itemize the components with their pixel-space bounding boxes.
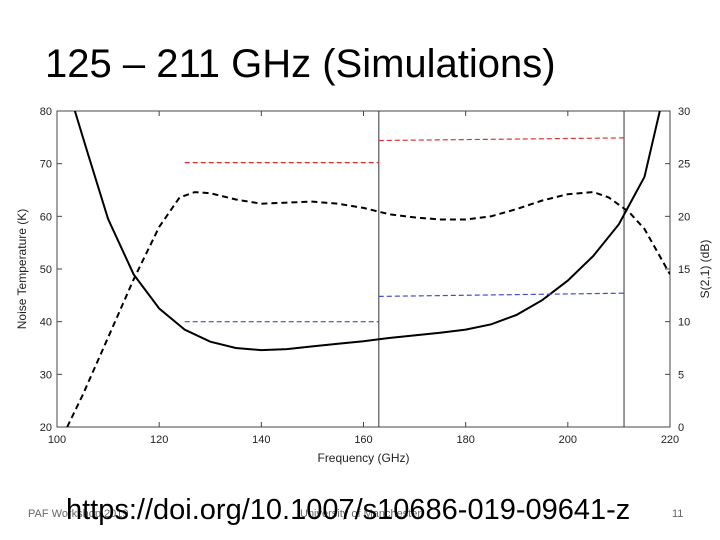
y-left-tick-label: 30	[40, 369, 52, 381]
y-left-tick-label: 50	[40, 264, 52, 276]
x-tick-label: 180	[456, 434, 474, 446]
x-tick-label: 100	[48, 434, 66, 446]
y-right-tick-label: 30	[678, 106, 690, 118]
slide-title: 125 – 211 GHz (Simulations)	[45, 42, 556, 86]
y-right-tick-label: 10	[678, 317, 690, 329]
y-left-axis-title: Noise Temperature (K)	[15, 209, 29, 330]
blue-dashed-line	[378, 292, 625, 297]
y-right-axis-title: S(2,1) (dB)	[698, 240, 712, 299]
page-number: 11	[672, 508, 684, 520]
y-right-tick-label: 0	[678, 422, 684, 434]
doi-link[interactable]: https://doi.org/10.1007/s10686-019-09641…	[66, 494, 631, 526]
y-right-tick-label: 15	[678, 264, 690, 276]
x-tick-label: 200	[559, 434, 577, 446]
y-right-tick-label: 5	[678, 369, 684, 381]
x-tick-label: 120	[150, 434, 168, 446]
y-left-tick-label: 40	[40, 317, 52, 329]
y-left-tick-label: 70	[40, 159, 52, 171]
y-left-tick-label: 20	[40, 422, 52, 434]
plot-area: 100 120 140 160 180 200 220 20 30 40 50 60 70 80 0 5 10 1…	[15, 106, 712, 465]
footer-center-text: University of Manchester	[300, 508, 422, 520]
y-left-tick-label: 80	[40, 106, 52, 118]
y-left-tick-label: 60	[40, 211, 52, 223]
x-tick-label: 140	[252, 434, 270, 446]
red-dashed-line	[378, 137, 625, 142]
y-right-tick-label: 25	[678, 159, 690, 171]
x-tick-label: 220	[661, 434, 679, 446]
noise-temperature-curve	[73, 111, 661, 352]
x-axis-title: Frequency (GHz)	[317, 451, 409, 465]
footer-left-text: PAF Workshop 2019	[28, 508, 129, 520]
plot-frame	[56, 110, 671, 428]
x-tick-label: 160	[354, 434, 372, 446]
s21-dashed-curve	[66, 191, 670, 427]
y-right-tick-label: 20	[678, 211, 690, 223]
